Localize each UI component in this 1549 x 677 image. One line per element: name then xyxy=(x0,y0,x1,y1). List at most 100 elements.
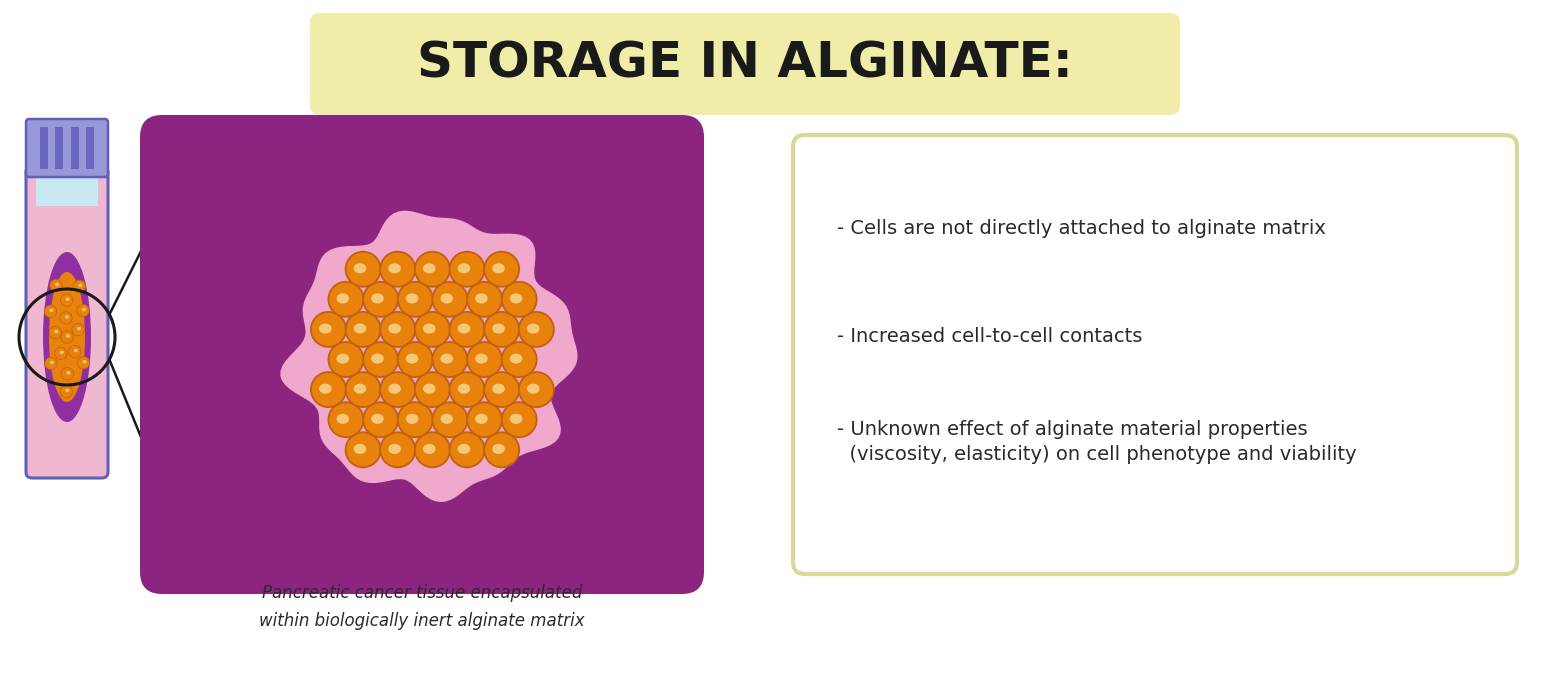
Circle shape xyxy=(362,342,398,377)
Circle shape xyxy=(502,402,536,437)
Ellipse shape xyxy=(65,389,70,392)
Ellipse shape xyxy=(336,414,349,424)
Circle shape xyxy=(328,402,364,437)
Circle shape xyxy=(328,342,364,377)
Ellipse shape xyxy=(336,353,349,364)
Circle shape xyxy=(485,372,519,407)
Ellipse shape xyxy=(423,263,435,274)
Circle shape xyxy=(54,347,67,359)
Circle shape xyxy=(485,312,519,347)
Ellipse shape xyxy=(372,293,384,303)
Ellipse shape xyxy=(493,324,505,334)
Ellipse shape xyxy=(372,414,384,424)
Circle shape xyxy=(311,312,345,347)
Ellipse shape xyxy=(527,384,539,394)
Ellipse shape xyxy=(389,324,401,334)
Circle shape xyxy=(71,324,84,336)
Ellipse shape xyxy=(43,252,91,422)
Ellipse shape xyxy=(457,263,471,274)
Circle shape xyxy=(345,433,381,467)
Circle shape xyxy=(519,312,555,347)
Ellipse shape xyxy=(389,384,401,394)
Ellipse shape xyxy=(65,297,70,301)
Ellipse shape xyxy=(82,360,87,364)
Circle shape xyxy=(449,433,485,467)
Circle shape xyxy=(502,282,536,317)
Circle shape xyxy=(468,282,502,317)
Text: Pancreatic cancer tissue encapsulated
within biologically inert alginate matrix: Pancreatic cancer tissue encapsulated wi… xyxy=(259,584,586,630)
Circle shape xyxy=(60,311,73,324)
Ellipse shape xyxy=(423,324,435,334)
Ellipse shape xyxy=(67,371,70,374)
Ellipse shape xyxy=(79,284,82,287)
FancyBboxPatch shape xyxy=(793,135,1516,574)
Text: STORAGE IN ALGINATE:: STORAGE IN ALGINATE: xyxy=(417,40,1073,88)
Circle shape xyxy=(380,252,415,286)
Bar xyxy=(56,127,64,169)
Ellipse shape xyxy=(476,293,488,303)
Circle shape xyxy=(398,342,432,377)
Circle shape xyxy=(380,433,415,467)
Ellipse shape xyxy=(50,361,54,364)
Circle shape xyxy=(362,282,398,317)
Circle shape xyxy=(45,305,57,318)
Circle shape xyxy=(432,342,468,377)
Text: - Increased cell-to-cell contacts: - Increased cell-to-cell contacts xyxy=(836,328,1142,347)
Ellipse shape xyxy=(60,351,64,354)
Polygon shape xyxy=(280,211,576,502)
Ellipse shape xyxy=(353,444,366,454)
Ellipse shape xyxy=(527,324,539,334)
FancyBboxPatch shape xyxy=(139,115,703,594)
Ellipse shape xyxy=(423,444,435,454)
FancyBboxPatch shape xyxy=(26,119,108,177)
Ellipse shape xyxy=(493,444,505,454)
Ellipse shape xyxy=(319,324,331,334)
Ellipse shape xyxy=(440,293,452,303)
Circle shape xyxy=(50,326,62,339)
Bar xyxy=(87,127,94,169)
Ellipse shape xyxy=(77,327,81,330)
Circle shape xyxy=(345,372,381,407)
Ellipse shape xyxy=(353,384,366,394)
Circle shape xyxy=(415,312,449,347)
Circle shape xyxy=(60,294,73,307)
Circle shape xyxy=(485,433,519,467)
Ellipse shape xyxy=(406,353,418,364)
Ellipse shape xyxy=(353,324,366,334)
Ellipse shape xyxy=(353,263,366,274)
Ellipse shape xyxy=(67,334,70,338)
Circle shape xyxy=(311,372,345,407)
Ellipse shape xyxy=(476,414,488,424)
Ellipse shape xyxy=(493,263,505,274)
Circle shape xyxy=(73,280,85,292)
Text: - Cells are not directly attached to alginate matrix: - Cells are not directly attached to alg… xyxy=(836,219,1326,238)
Ellipse shape xyxy=(50,309,54,312)
Circle shape xyxy=(398,402,432,437)
Ellipse shape xyxy=(56,283,59,286)
Circle shape xyxy=(485,252,519,286)
Ellipse shape xyxy=(82,308,87,311)
Circle shape xyxy=(345,252,381,286)
Ellipse shape xyxy=(389,263,401,274)
Circle shape xyxy=(519,372,555,407)
Ellipse shape xyxy=(510,293,522,303)
Circle shape xyxy=(468,402,502,437)
Ellipse shape xyxy=(440,353,452,364)
Circle shape xyxy=(415,433,449,467)
FancyBboxPatch shape xyxy=(26,166,108,478)
Circle shape xyxy=(380,312,415,347)
Ellipse shape xyxy=(406,293,418,303)
Ellipse shape xyxy=(319,384,331,394)
Circle shape xyxy=(449,372,485,407)
Circle shape xyxy=(468,342,502,377)
Ellipse shape xyxy=(406,414,418,424)
Ellipse shape xyxy=(457,384,471,394)
Circle shape xyxy=(432,282,468,317)
Circle shape xyxy=(50,280,62,292)
Circle shape xyxy=(449,312,485,347)
Ellipse shape xyxy=(74,349,77,352)
Ellipse shape xyxy=(510,353,522,364)
Circle shape xyxy=(45,357,57,370)
Circle shape xyxy=(77,305,90,317)
Circle shape xyxy=(60,368,73,380)
